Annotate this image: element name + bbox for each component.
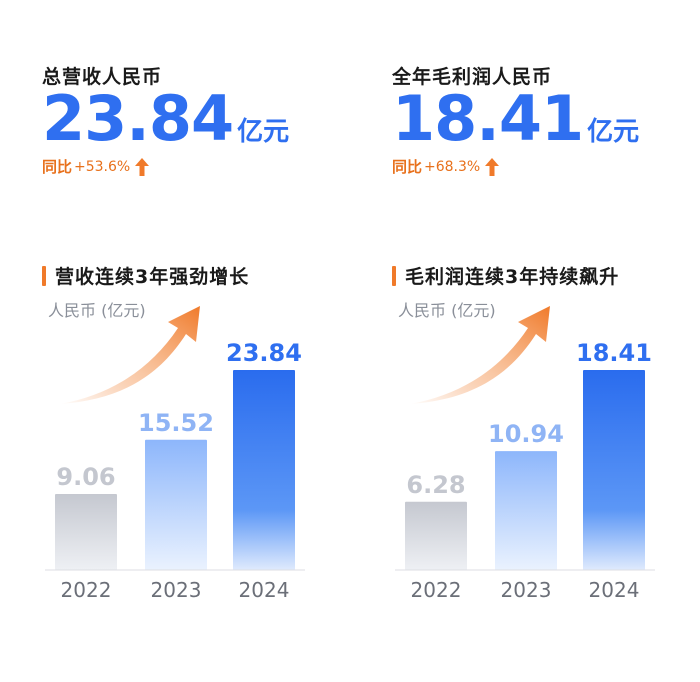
bar-2024 bbox=[583, 370, 645, 570]
trend-arrow-icon bbox=[410, 306, 550, 404]
value-label-2022: 6.28 bbox=[406, 471, 465, 499]
gross-profit-value: 18.41 bbox=[392, 82, 584, 155]
bar-2023 bbox=[145, 439, 207, 570]
value-label-2023: 15.52 bbox=[138, 409, 214, 437]
revenue-unit: 亿元 bbox=[237, 117, 290, 147]
arrow-up-icon bbox=[135, 157, 150, 176]
gross-profit-bar-chart: 6.28 2022 10.94 2023 18.41 2024 bbox=[395, 306, 655, 602]
revenue-growth-label: 同比 bbox=[42, 158, 73, 176]
revenue-value: 23.84 bbox=[42, 82, 234, 155]
gross-profit-metric-label: 全年毛利润人民币 bbox=[392, 66, 553, 88]
x-tick-2024: 2024 bbox=[239, 578, 290, 602]
x-tick-2023: 2023 bbox=[501, 578, 552, 602]
revenue-metric: 23.84 亿元 bbox=[42, 88, 289, 150]
arrow-up-icon bbox=[485, 157, 500, 176]
gross-profit-unit-label: 人民币 (亿元) bbox=[398, 301, 496, 320]
revenue-growth: 同比 +53.6% bbox=[42, 156, 150, 177]
revenue-metric-label: 总营收人民币 bbox=[42, 66, 163, 88]
bar-2024 bbox=[233, 370, 295, 570]
value-label-2024: 18.41 bbox=[576, 339, 652, 367]
x-tick-2023: 2023 bbox=[151, 578, 202, 602]
revenue-panel: 总营收人民币 23.84 亿元 同比 +53.6% 营收连续3年强劲增长 人民币… bbox=[42, 66, 305, 602]
trend-arrow-icon bbox=[60, 306, 200, 404]
revenue-section-header: 营收连续3年强劲增长 bbox=[42, 262, 249, 289]
x-tick-2022: 2022 bbox=[411, 578, 462, 602]
gross-profit-section-header: 毛利润连续3年持续飙升 bbox=[392, 262, 619, 289]
accent-bar bbox=[392, 265, 396, 286]
revenue-bar-chart: 9.06 2022 15.52 2023 23.84 2024 bbox=[45, 306, 305, 602]
accent-bar bbox=[42, 265, 46, 286]
bar-2022 bbox=[405, 501, 467, 570]
gross-profit-metric: 18.41 亿元 bbox=[392, 88, 639, 150]
x-tick-2024: 2024 bbox=[589, 578, 640, 602]
value-label-2022: 9.06 bbox=[56, 463, 115, 491]
value-label-2024: 23.84 bbox=[226, 339, 302, 367]
revenue-growth-value: +53.6% bbox=[74, 158, 131, 175]
gross-profit-growth-label: 同比 bbox=[392, 158, 423, 176]
bar-2022 bbox=[55, 493, 117, 570]
bar-2023 bbox=[495, 451, 557, 570]
revenue-section-title: 营收连续3年强劲增长 bbox=[55, 266, 250, 288]
gross-profit-growth-value: +68.3% bbox=[424, 158, 481, 175]
revenue-unit-label: 人民币 (亿元) bbox=[48, 301, 146, 320]
value-label-2023: 10.94 bbox=[488, 420, 564, 448]
x-tick-2022: 2022 bbox=[61, 578, 112, 602]
gross-profit-unit: 亿元 bbox=[587, 117, 640, 147]
gross-profit-panel: 全年毛利润人民币 18.41 亿元 同比 +68.3% 毛利润连续3年持续飙升 … bbox=[350, 0, 700, 682]
gross-profit-section-title: 毛利润连续3年持续飙升 bbox=[405, 266, 620, 288]
gross-profit-growth: 同比 +68.3% bbox=[392, 156, 500, 177]
